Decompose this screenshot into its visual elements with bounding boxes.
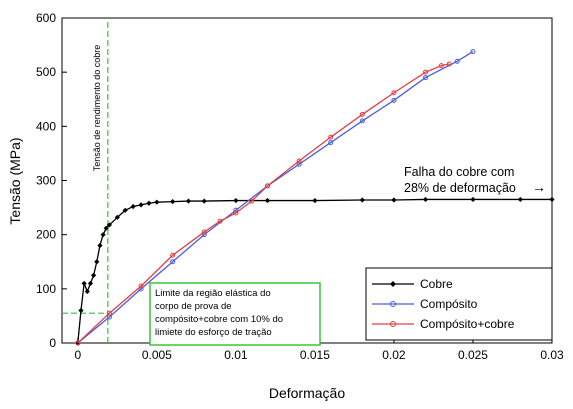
series-3 [75,61,452,346]
data-point [359,111,365,117]
y-axis-label: Tensão (MPa) [7,137,23,224]
data-point [391,97,397,103]
data-point [114,214,120,220]
data-point [328,134,334,140]
data-point [154,199,160,205]
data-point [75,340,81,346]
data-point [201,198,207,204]
series-line [77,63,450,344]
data-point [296,158,302,164]
x-tick-label: 0.015 [300,348,330,362]
data-point [91,272,97,278]
failure-annotation-line1: Falha do cobre com [404,165,514,179]
data-point [549,196,555,203]
data-point [312,197,318,204]
y-tick-label: 300 [36,174,56,188]
elastic-limit-annotation-box [149,282,321,346]
data-point [106,222,113,228]
data-point [296,161,302,167]
data-point [201,229,207,235]
data-point [454,58,460,64]
series-layer [75,49,555,346]
series-1 [75,196,555,346]
data-point [391,90,397,96]
data-point [217,218,223,224]
data-point [264,197,271,204]
elastic-annotation-line1: Limite da região elástica do [155,288,271,299]
legend-marker [390,301,396,307]
data-point [423,75,429,81]
data-point [94,259,100,265]
x-axis-ticks: 0 0.005 0.01 0.015 0.02 0.025 0.03 [74,338,564,362]
data-point [438,63,444,69]
legend-label: Compósito [420,297,478,311]
y-tick-label: 400 [36,119,56,133]
data-point [170,199,176,205]
data-point [122,207,128,213]
x-tick-label: 0.005 [142,348,172,362]
y-tick-label: 0 [49,336,56,350]
data-point [446,61,452,67]
elastic-annotation-line3: compósito+cobre com 10% do [155,314,283,325]
data-point [470,49,476,55]
data-point [138,283,144,289]
x-tick-label: 0.02 [382,348,406,362]
data-point [106,310,112,316]
data-point [84,288,90,295]
data-point [81,280,87,287]
x-tick-label: 0 [74,348,81,362]
data-point [422,196,429,203]
data-point [359,118,365,124]
y-tick-label: 500 [36,65,56,79]
legend-marker [390,321,396,327]
data-point [264,183,270,189]
data-point [146,200,152,206]
series-line [77,51,474,344]
data-point [130,203,136,210]
data-point [103,225,109,231]
legend: Cobre Compósito Compósito+cobre [365,267,553,341]
data-point [97,242,103,249]
failure-annotation-line2: 28% de deformação [404,181,516,195]
data-point [100,232,106,238]
x-tick-label: 0.01 [224,348,248,362]
y-axis-ticks: 0 100 200 300 400 500 600 [36,11,67,350]
legend-label: Cobre [420,277,453,291]
legend-marker [390,281,396,287]
data-point [170,252,176,258]
data-point [391,197,397,203]
elastic-annotation-line2: corpo de prova de [155,301,232,312]
data-point [233,210,239,216]
failure-arrow-icon: → [532,179,546,195]
legend-label: Compósito+cobre [420,317,515,331]
x-tick-label: 0.03 [540,348,564,362]
y-tick-label: 100 [36,282,56,296]
data-point [138,202,144,208]
data-point [328,140,334,146]
data-point [170,259,176,265]
data-point [87,280,94,287]
data-point [185,198,192,204]
y-tick-label: 200 [36,228,56,242]
y-tick-label: 600 [36,11,56,25]
data-point [423,69,429,75]
data-point [233,197,239,204]
elastic-annotation-line4: limiete do esforço de tração [155,327,272,338]
data-point [359,197,365,203]
data-point [78,307,84,314]
yield-reference-label: Tensão de rendimento do cobre [92,45,102,172]
x-tick-label: 0.025 [458,348,488,362]
x-axis-label: Deformação [269,385,345,401]
data-point [517,196,523,203]
data-point [470,196,476,203]
data-point [249,198,255,204]
